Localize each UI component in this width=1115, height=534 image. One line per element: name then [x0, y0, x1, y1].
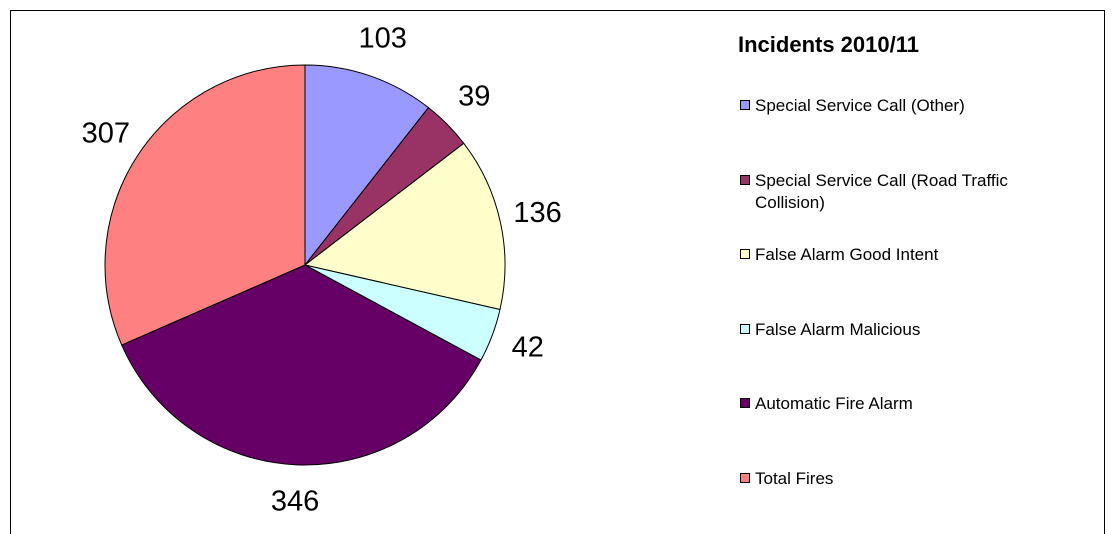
pie-slice — [104, 64, 306, 346]
legend-label: Special Service Call (Other) — [755, 96, 965, 115]
legend-label: Automatic Fire Alarm — [755, 394, 913, 413]
legend-swatch — [740, 472, 750, 483]
legend-item: Total Fires — [740, 468, 1040, 490]
value-label: 103 — [359, 23, 407, 55]
value-label: 136 — [513, 197, 561, 229]
value-label: 307 — [82, 117, 130, 149]
value-label: 39 — [458, 80, 490, 112]
legend-swatch — [740, 174, 750, 185]
legend-label: Total Fires — [755, 468, 834, 488]
legend-title: Incidents 2010/11 — [738, 32, 919, 57]
legend-swatch — [740, 398, 750, 408]
pie-slice — [304, 64, 430, 267]
chart-border — [10, 10, 1105, 534]
legend-item: Special Service Call (Other) — [740, 95, 1040, 117]
legend-item: False Alarm Malicious — [740, 319, 1040, 341]
legend-item: Automatic Fire Alarm — [740, 393, 1040, 415]
value-label: 42 — [512, 331, 544, 363]
legend-swatch — [740, 100, 750, 110]
legend-item: False Alarm Good Intent — [740, 244, 1040, 266]
legend-label: False Alarm Good Intent — [755, 245, 939, 264]
legend-swatch — [740, 323, 750, 334]
pie-slice — [303, 142, 506, 311]
legend-item: Special Service Call (Road Traffic Colli… — [740, 170, 1040, 214]
value-label: 346 — [271, 485, 319, 517]
pie-slice — [121, 264, 482, 466]
legend-label: Special Service Call (Road Traffic Colli… — [755, 170, 1008, 212]
legend-label: False Alarm Malicious — [755, 319, 921, 339]
legend-swatch — [740, 249, 750, 259]
